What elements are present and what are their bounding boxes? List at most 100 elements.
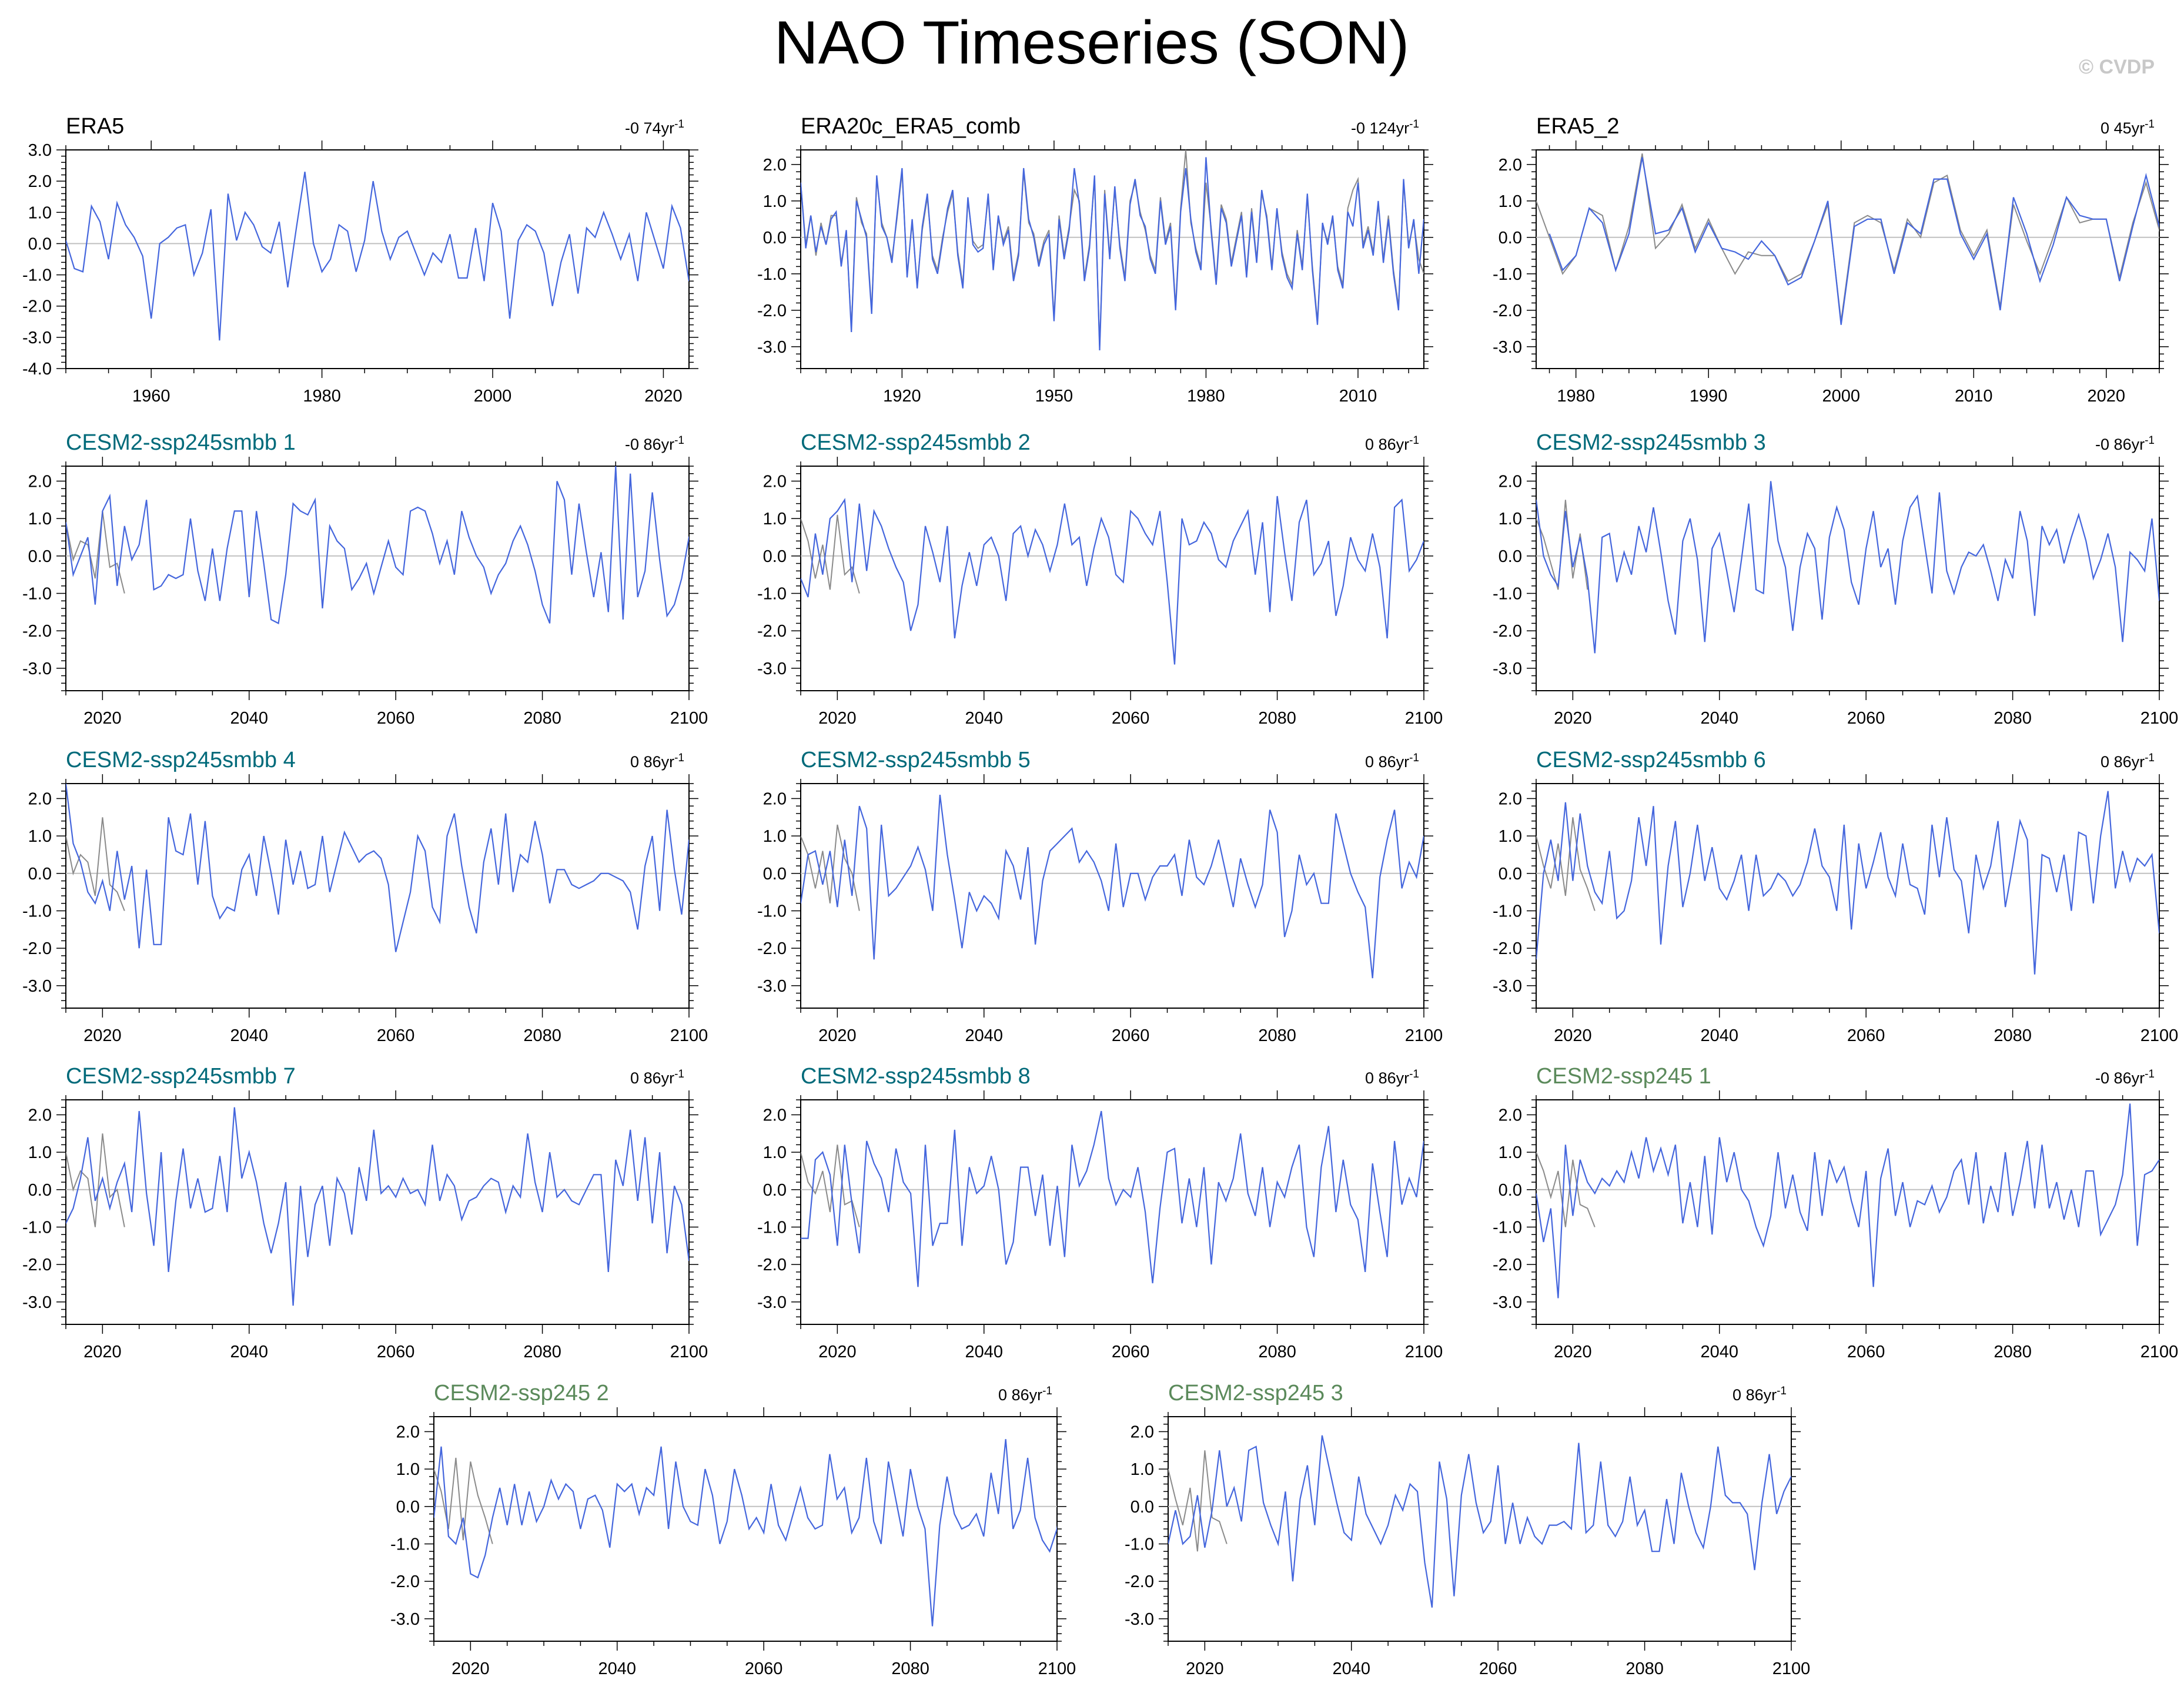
y-tick-label: -1.0 <box>22 1218 52 1237</box>
y-tick-label: 1.0 <box>1499 827 1522 846</box>
panel-title: CESM2-ssp245smbb 4 <box>66 748 296 772</box>
y-tick-label: 1.0 <box>1499 1143 1522 1162</box>
y-tick-label: 0.0 <box>1499 547 1522 566</box>
y-tick-label: 0.0 <box>763 865 787 884</box>
y-tick-label: -3.0 <box>1125 1610 1154 1629</box>
trend-label: 0 86yr-1 <box>1365 752 1419 771</box>
panel-cesm2-ssp245smbb-4: CESM2-ssp245smbb 4 0 86yr-1 2.0 1.0 0.0 -1.0 -… <box>22 748 708 1045</box>
plot-frame <box>1536 466 2160 691</box>
panel-title: ERA5 <box>66 114 124 139</box>
y-tick-label: 1.0 <box>1499 192 1522 211</box>
plot-frame <box>433 1416 1058 1642</box>
x-tick-label: 2040 <box>965 1026 1004 1045</box>
nao-series-line <box>434 1439 1057 1627</box>
panel-cesm2-ssp245-1: CESM2-ssp245 1 -0 86yr-1 2.0 1.0 0.0 -1.0 -2.0… <box>1493 1064 2178 1361</box>
nao-series-line <box>66 172 689 341</box>
y-tick-label: 1.0 <box>1131 1460 1154 1479</box>
x-tick-label: 2100 <box>1405 1026 1443 1045</box>
panel-title: CESM2-ssp245 1 <box>1536 1064 1711 1089</box>
y-tick-label: 1.0 <box>28 203 52 222</box>
x-tick-label: 1980 <box>1187 387 1225 406</box>
panel-cesm2-ssp245-3: CESM2-ssp245 3 0 86yr-1 2.0 1.0 0.0 -1.0 -2.0 -… <box>1125 1381 1811 1678</box>
x-tick-label: 2100 <box>1772 1659 1811 1678</box>
y-tick-label: -1.0 <box>1493 265 1522 284</box>
y-tick-label: 2.0 <box>1499 1106 1522 1125</box>
x-tick-label: 2040 <box>230 709 269 728</box>
x-tick-label: 2010 <box>1339 387 1377 406</box>
x-tick-label: 2100 <box>2140 1026 2179 1045</box>
plot-frame <box>800 1099 1424 1325</box>
x-tick-label: 2060 <box>1847 1026 1885 1045</box>
y-tick-label: -2.0 <box>1125 1572 1154 1591</box>
y-tick-label: -2.0 <box>22 622 52 641</box>
x-tick-label: 2040 <box>598 1659 637 1678</box>
y-tick-label: -1.0 <box>757 265 787 284</box>
x-tick-label: 2020 <box>83 1026 122 1045</box>
x-tick-label: 2100 <box>670 1026 708 1045</box>
trend-label: -0 86yr-1 <box>625 434 684 454</box>
y-tick-label: 2.0 <box>763 156 787 175</box>
panel-cesm2-ssp245smbb-3: CESM2-ssp245smbb 3 -0 86yr-1 2.0 1.0 0.0 -1.0… <box>1493 430 2178 728</box>
trend-label: -0 124yr-1 <box>1351 118 1419 138</box>
x-tick-label: 2100 <box>1038 1659 1076 1678</box>
observed-overlay-line <box>434 1457 493 1544</box>
y-tick-label: 2.0 <box>763 1106 787 1125</box>
x-tick-label: 1980 <box>1557 387 1595 406</box>
trend-unit-exponent: -1 <box>2145 434 2155 447</box>
x-tick-label: 2020 <box>2088 387 2126 406</box>
y-tick-label: 2.0 <box>1499 472 1522 491</box>
plot-frame <box>1536 149 2160 369</box>
x-tick-label: 1960 <box>132 387 170 406</box>
plot-frame <box>65 149 690 369</box>
panel-title: ERA5_2 <box>1536 114 1620 139</box>
y-tick-label: -2.0 <box>1493 622 1522 641</box>
panel-cesm2-ssp245smbb-2: CESM2-ssp245smbb 2 0 86yr-1 2.0 1.0 0.0 -1.0 -… <box>757 430 1443 728</box>
x-tick-label: 2040 <box>1701 1026 1739 1045</box>
y-tick-label: -3.0 <box>1493 338 1522 357</box>
y-tick-label: 1.0 <box>763 1143 787 1162</box>
y-tick-label: -2.0 <box>22 297 52 316</box>
y-tick-label: -1.0 <box>1493 1218 1522 1237</box>
observed-overlay-line <box>1536 1152 1596 1227</box>
panel-title: CESM2-ssp245smbb 6 <box>1536 748 1766 772</box>
y-tick-label: -2.0 <box>390 1572 420 1591</box>
y-tick-label: 0.0 <box>28 235 52 253</box>
trend-label: -0 74yr-1 <box>625 118 684 138</box>
nao-series-line <box>66 1107 689 1306</box>
trend-label: 0 86yr-1 <box>998 1385 1052 1404</box>
plot-frame <box>800 466 1424 691</box>
x-tick-label: 2060 <box>1847 1343 1885 1361</box>
trend-unit-exponent: -1 <box>674 1068 684 1080</box>
trend-label: -0 86yr-1 <box>2095 1068 2155 1087</box>
x-tick-label: 2100 <box>2140 1343 2179 1361</box>
y-tick-label: -3.0 <box>757 977 787 996</box>
y-tick-label: -1.0 <box>22 584 52 603</box>
y-tick-label: 0.0 <box>28 1181 52 1200</box>
panel-cesm2-ssp245smbb-1: CESM2-ssp245smbb 1 -0 86yr-1 2.0 1.0 0.0 -1.0… <box>22 430 708 728</box>
observed-overlay-line <box>66 1133 125 1227</box>
panel-cesm2-ssp245-2: CESM2-ssp245 2 0 86yr-1 2.0 1.0 0.0 -1.0 -2.0 -… <box>390 1381 1076 1678</box>
y-tick-label: -3.0 <box>22 977 52 996</box>
panel-title: CESM2-ssp245 3 <box>1168 1381 1343 1405</box>
x-tick-label: 2100 <box>670 1343 708 1361</box>
x-tick-label: 2080 <box>1994 1343 2032 1361</box>
nao-series-line <box>1536 481 2159 654</box>
x-tick-label: 2060 <box>1112 1026 1150 1045</box>
y-tick-label: 2.0 <box>1499 156 1522 175</box>
x-tick-label: 1980 <box>303 387 341 406</box>
x-tick-label: 2080 <box>891 1659 929 1678</box>
trend-unit-exponent: -1 <box>1409 752 1419 764</box>
y-tick-label: 2.0 <box>28 1106 52 1125</box>
x-tick-label: 1920 <box>883 387 921 406</box>
panel-title: CESM2-ssp245smbb 2 <box>801 430 1031 455</box>
y-tick-label: 0.0 <box>1131 1498 1154 1517</box>
y-tick-label: 0.0 <box>763 547 787 566</box>
nao-series-line <box>801 496 1424 665</box>
x-tick-label: 2020 <box>644 387 683 406</box>
y-tick-label: -1.0 <box>22 266 52 285</box>
x-tick-label: 2020 <box>83 1343 122 1361</box>
y-tick-label: 0.0 <box>28 547 52 566</box>
trend-label: 0 86yr-1 <box>1365 434 1419 454</box>
observed-overlay-line <box>801 150 1424 347</box>
panel-cesm2-ssp245smbb-8: CESM2-ssp245smbb 8 0 86yr-1 2.0 1.0 0.0 -1.0 -… <box>757 1064 1443 1361</box>
